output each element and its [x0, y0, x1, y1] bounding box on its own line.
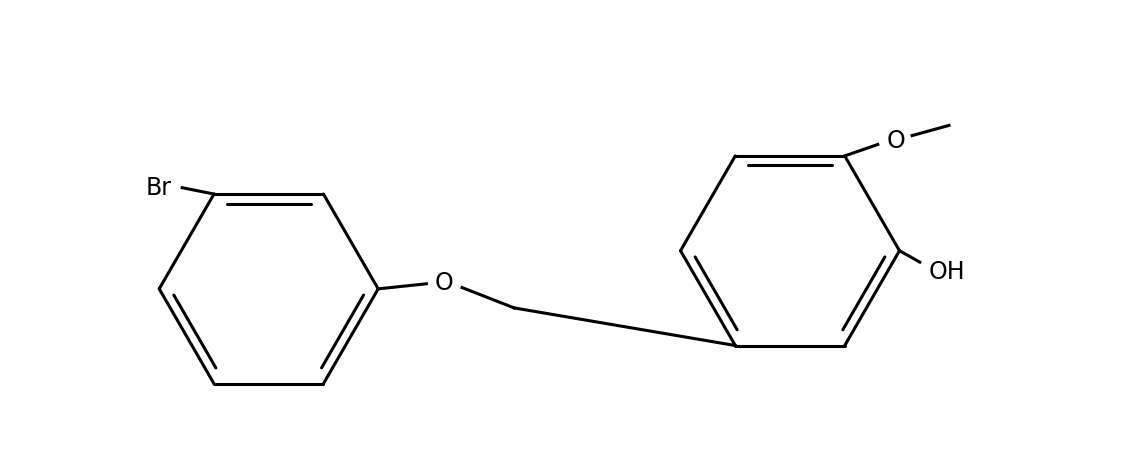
Text: O: O [886, 129, 905, 153]
Text: Br: Br [146, 176, 173, 200]
Text: O: O [435, 270, 454, 295]
Text: OH: OH [928, 260, 966, 284]
